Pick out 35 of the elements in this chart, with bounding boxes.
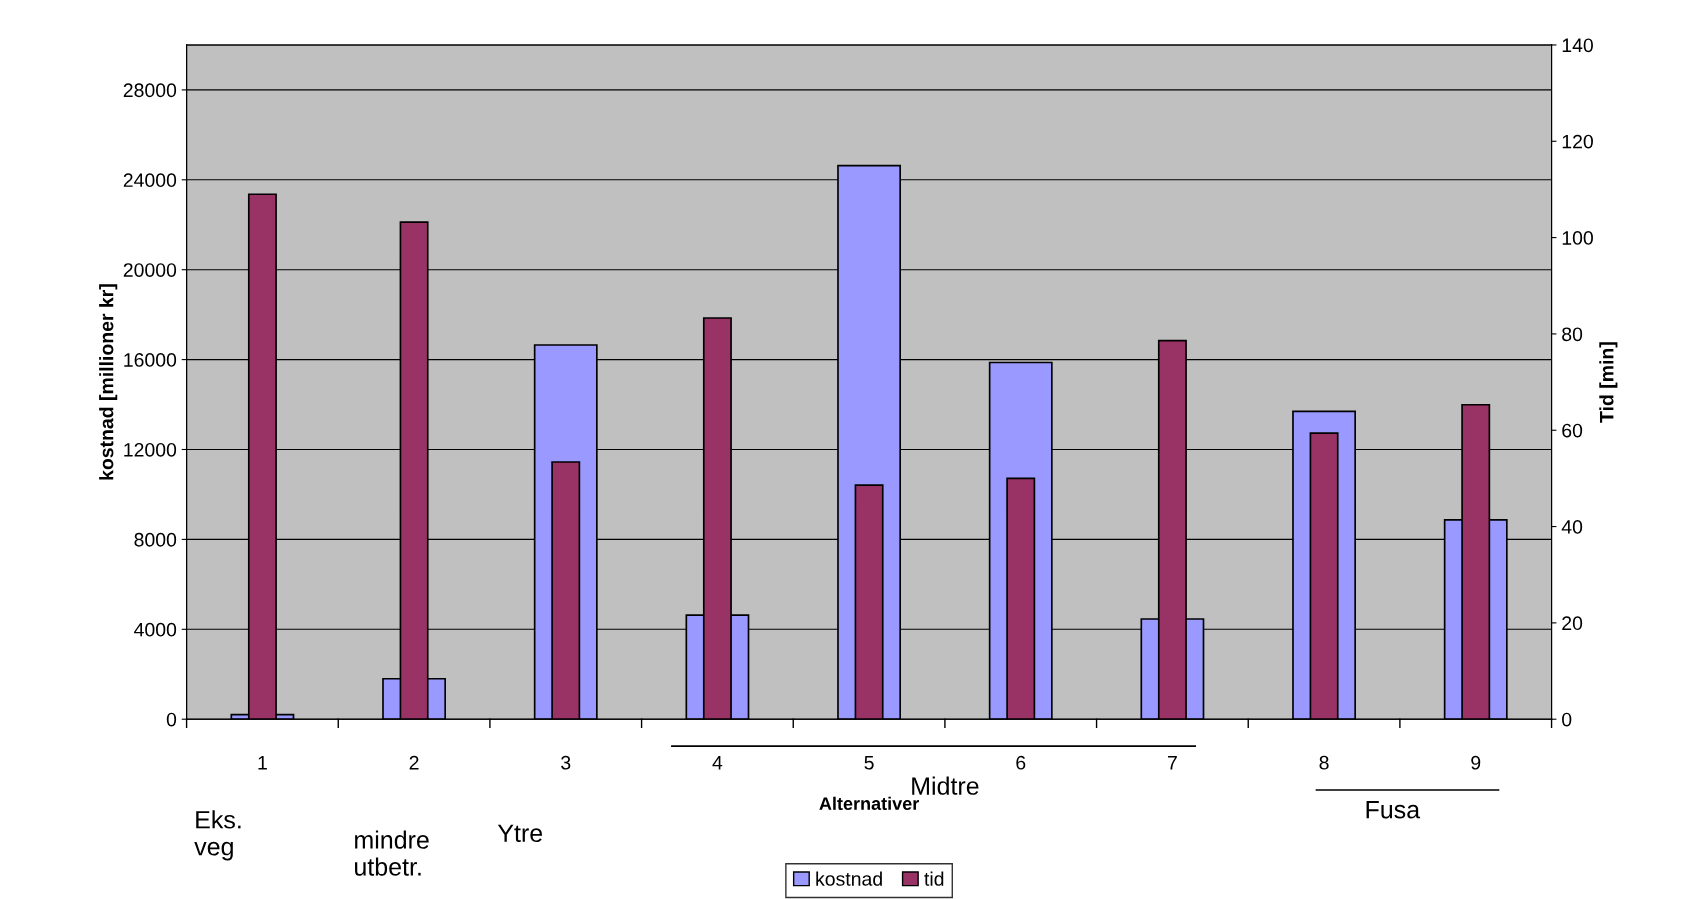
y2-axis-title: Tid [min]	[1599, 342, 1618, 423]
x-tick-label: 6	[1016, 755, 1026, 770]
x-tick-label: 4	[712, 756, 723, 770]
x-tick-label: 7	[1167, 756, 1177, 770]
y2-tick-label: 40	[1561, 520, 1583, 534]
x-tick-label: 5	[864, 756, 874, 770]
y-tick-label: 8000	[134, 532, 177, 547]
text: Ytre	[497, 824, 543, 843]
x-axis-title: Alternativer	[819, 796, 919, 810]
y-tick-label: 24000	[123, 173, 177, 188]
y2-tick-label: 120	[1562, 134, 1593, 149]
y2-tick-label: 80	[1562, 327, 1583, 342]
y2-tick-label: 20	[1562, 616, 1583, 631]
legend-label: tid	[924, 871, 944, 886]
y2-tick-label: 0	[1562, 712, 1572, 727]
x-tick-label: 3	[561, 755, 571, 770]
text: Eks. veg	[194, 810, 241, 861]
y-tick-label: 20000	[123, 263, 177, 277]
text: Midtre	[912, 776, 979, 795]
x-tick-label: 9	[1471, 755, 1481, 770]
y2-tick-label: 100	[1562, 231, 1593, 245]
text: Fusa	[1366, 801, 1421, 819]
text: mindre utbetr.	[355, 830, 429, 876]
y-tick-label: 4000	[134, 622, 177, 637]
y2-tick-label: 60	[1562, 423, 1583, 438]
y-tick-label: 12000	[124, 442, 177, 457]
y-axis-title: kostnad [millioner kr]	[99, 284, 118, 480]
y-tick-label: 28000	[123, 83, 177, 98]
y-tick-label: 0	[166, 712, 177, 727]
y-tick-label: 16000	[124, 353, 177, 367]
x-tick-label: 1	[258, 756, 267, 770]
legend-label: kostnad	[816, 871, 882, 886]
x-tick-label: 8	[1319, 755, 1329, 770]
y2-tick-label: 140	[1562, 38, 1593, 53]
x-tick-label: 2	[409, 755, 419, 770]
